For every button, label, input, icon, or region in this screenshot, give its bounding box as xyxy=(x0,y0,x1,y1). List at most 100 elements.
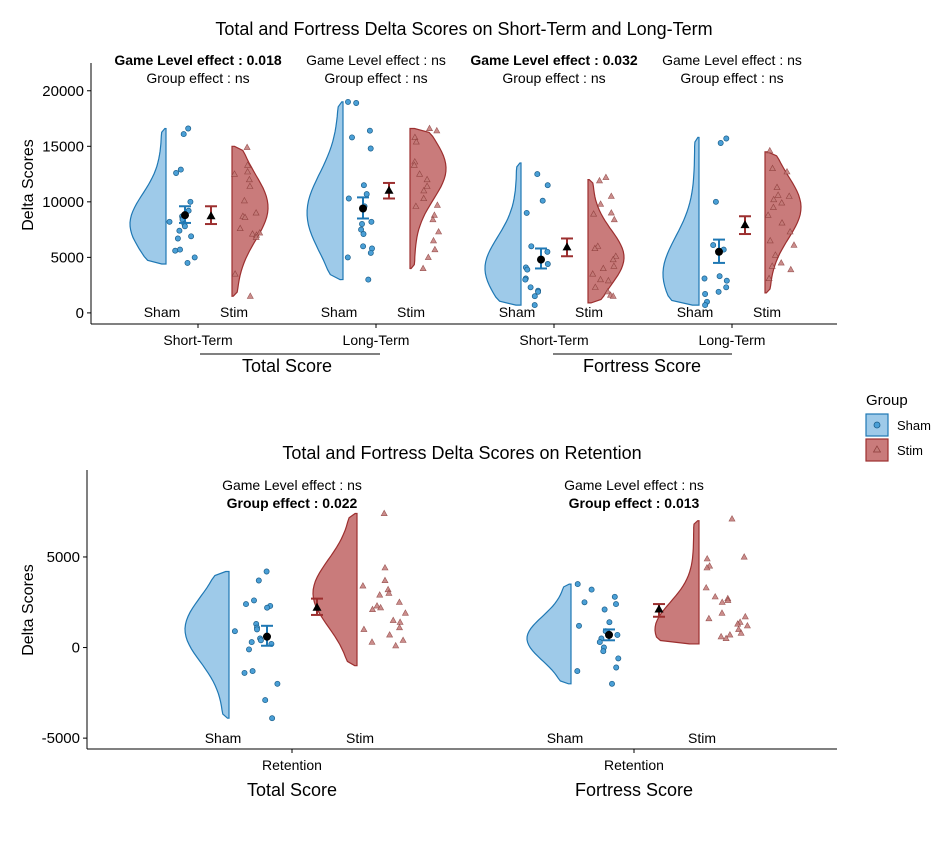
top-chart-marks: 0 5000 10000 15000 20000 Sham Stim Game Level e… xyxy=(42,52,802,376)
top-sham-point xyxy=(365,276,372,283)
top-annotation: Group effect : ns xyxy=(502,70,605,86)
top-sham-point xyxy=(715,288,722,295)
top-stim-point xyxy=(766,146,774,154)
top-stim-point xyxy=(420,186,428,194)
top-stim-point xyxy=(425,124,434,131)
top-sham-point xyxy=(173,170,180,176)
bottom-stim-point xyxy=(734,620,742,627)
bottom-group-label-stim: Stim xyxy=(346,730,374,746)
top-sham-mean xyxy=(181,211,189,220)
bottom-facet-label: Total Score xyxy=(247,780,337,800)
top-sham-point xyxy=(176,227,183,234)
top-sham-point xyxy=(531,293,538,300)
top-chart-title: Total and Fortress Delta Scores on Short… xyxy=(215,19,712,39)
top-sham-point xyxy=(358,226,365,233)
bottom-sham-point xyxy=(243,601,249,608)
top-sham-point xyxy=(345,195,352,202)
bottom-sham-cloud-1 xyxy=(526,583,572,685)
top-sham-point xyxy=(188,233,195,240)
bottom-stim-point xyxy=(728,515,736,522)
top-sham-point xyxy=(527,284,534,291)
bottom-stim-point xyxy=(381,563,389,571)
top-stim-cloud-0 xyxy=(231,145,269,297)
bottom-sham-point xyxy=(251,597,257,604)
top-stim-point xyxy=(610,262,618,269)
legend-label-sham: Sham xyxy=(897,418,931,433)
bottom-stim-point xyxy=(376,591,384,598)
top-annotation: Group effect : ns xyxy=(324,70,427,86)
legend-marker-sham xyxy=(873,421,881,429)
top-stim-point xyxy=(768,164,777,171)
top-annotation: Group effect : ns xyxy=(680,70,783,86)
top-stim-point xyxy=(604,287,612,295)
bottom-stim-point xyxy=(360,625,368,632)
top-panel-3: Sham Stim Game Level effect : ns Group effe… xyxy=(662,52,802,348)
top-stim-point xyxy=(786,227,794,235)
top-stim-point xyxy=(246,292,254,299)
top-stim-point xyxy=(423,182,431,189)
top-sham-point xyxy=(544,261,551,267)
bottom-stim-point xyxy=(717,632,725,640)
top-x-sublabel: Short-Term xyxy=(519,332,588,348)
top-annotation: Game Level effect : 0.032 xyxy=(470,52,638,68)
bottom-stim-point xyxy=(737,629,745,636)
bottom-chart-marks: -5000 0 5000 Sham Stim Game Level effect : ns… xyxy=(42,477,751,800)
bottom-stim-point xyxy=(702,583,710,591)
bottom-stim-point xyxy=(718,609,726,616)
bottom-annotation: Group effect : 0.022 xyxy=(227,495,358,511)
bottom-sham-point xyxy=(601,606,608,613)
bottom-x-sublabel: Retention xyxy=(262,757,322,773)
top-y-axis-label: Delta Scores xyxy=(20,139,37,231)
bottom-sham-mean xyxy=(605,630,613,639)
top-stim-point xyxy=(420,194,428,201)
bottom-sham-point xyxy=(606,619,613,626)
top-sham-cloud-0 xyxy=(129,127,167,265)
top-group-label-sham: Sham xyxy=(499,304,536,320)
top-sham-point xyxy=(522,276,529,283)
top-stim-mean xyxy=(384,185,394,194)
bottom-stim-point xyxy=(722,634,730,641)
bottom-stim-point xyxy=(703,563,711,571)
bottom-y-tick-label-0: -5000 xyxy=(42,730,80,747)
bottom-stim-point xyxy=(396,618,404,625)
top-stim-point xyxy=(770,195,778,203)
top-sham-point xyxy=(702,291,709,297)
top-annotation: Game Level effect : 0.018 xyxy=(114,52,282,68)
bottom-sham-point xyxy=(264,604,271,611)
top-stim-point xyxy=(609,255,617,263)
top-sham-point xyxy=(523,209,530,216)
bottom-sham-point xyxy=(241,669,248,676)
top-group-label-sham: Sham xyxy=(144,304,181,320)
bottom-panel-1: Sham Stim Game Level effect : ns Group effe… xyxy=(526,477,751,773)
top-stim-point xyxy=(590,210,598,217)
top-sham-point xyxy=(174,235,181,242)
top-sham-point xyxy=(723,135,730,142)
bottom-sham-cloud-0 xyxy=(184,570,230,719)
top-annotation: Game Level effect : ns xyxy=(306,52,446,68)
bottom-panel-0: Sham Stim Game Level effect : ns Group effe… xyxy=(184,477,409,773)
bottom-y-tick-label-1: 0 xyxy=(72,640,80,657)
bottom-stim-point xyxy=(385,589,393,596)
top-sham-cloud-3 xyxy=(662,136,700,306)
bottom-sham-point xyxy=(248,639,255,646)
top-stim-point xyxy=(412,202,420,209)
bottom-stim-point xyxy=(741,612,749,620)
bottom-stim-point xyxy=(711,592,719,600)
bottom-stim-point xyxy=(368,605,377,612)
top-x-sublabel: Long-Term xyxy=(699,332,766,348)
top-stim-point xyxy=(607,209,615,216)
top-stim-point xyxy=(429,236,438,244)
top-stim-point xyxy=(602,173,610,180)
top-sham-point xyxy=(184,259,191,266)
top-stim-point xyxy=(252,209,260,216)
top-stim-point xyxy=(594,242,602,249)
top-stim-point xyxy=(431,245,439,253)
bottom-sham-point xyxy=(613,601,619,608)
top-stim-point xyxy=(785,192,793,199)
top-sham-point xyxy=(353,100,360,106)
legend: Group Sham Stim xyxy=(865,392,931,462)
bottom-stim-point xyxy=(724,596,732,603)
top-sham-point xyxy=(544,248,551,255)
top-group-label-stim: Stim xyxy=(575,304,603,320)
top-sham-point xyxy=(344,254,351,261)
